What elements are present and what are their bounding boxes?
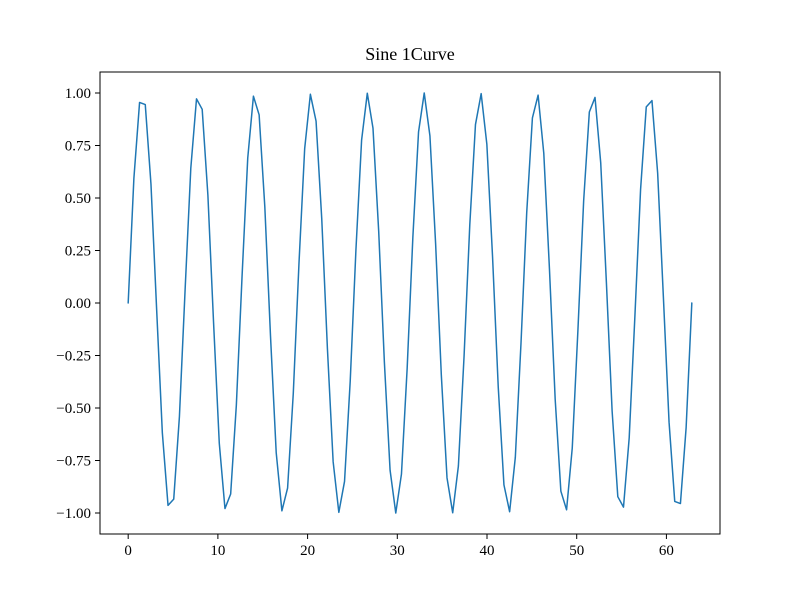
x-tick-label: 50 (569, 543, 584, 559)
y-tick-label: −1.00 (56, 506, 91, 522)
x-tick-label: 60 (659, 543, 674, 559)
x-tick-label: 20 (300, 543, 315, 559)
x-axis-ticks: 0 10 20 30 40 50 60 (124, 534, 674, 559)
sine-line (127, 92, 693, 514)
y-tick-label: 0.25 (65, 244, 91, 260)
y-axis-ticks: −1.00 −0.75 −0.50 −0.25 0.00 0.25 0.50 0.75 1.00 (56, 86, 100, 522)
x-tick-label: 40 (480, 543, 495, 559)
y-tick-label: 0.75 (65, 139, 91, 155)
y-tick-label: 1.00 (65, 86, 91, 102)
x-tick-label: 30 (390, 543, 405, 559)
chart-title: Sine 1Curve (365, 44, 455, 64)
y-tick-label: 0.00 (65, 296, 91, 312)
y-tick-label: −0.25 (56, 349, 91, 365)
y-tick-label: 0.50 (65, 191, 91, 207)
x-tick-label: 10 (210, 543, 225, 559)
y-tick-label: −0.75 (56, 454, 91, 470)
y-tick-label: −0.50 (56, 401, 91, 417)
x-tick-label: 0 (124, 543, 132, 559)
